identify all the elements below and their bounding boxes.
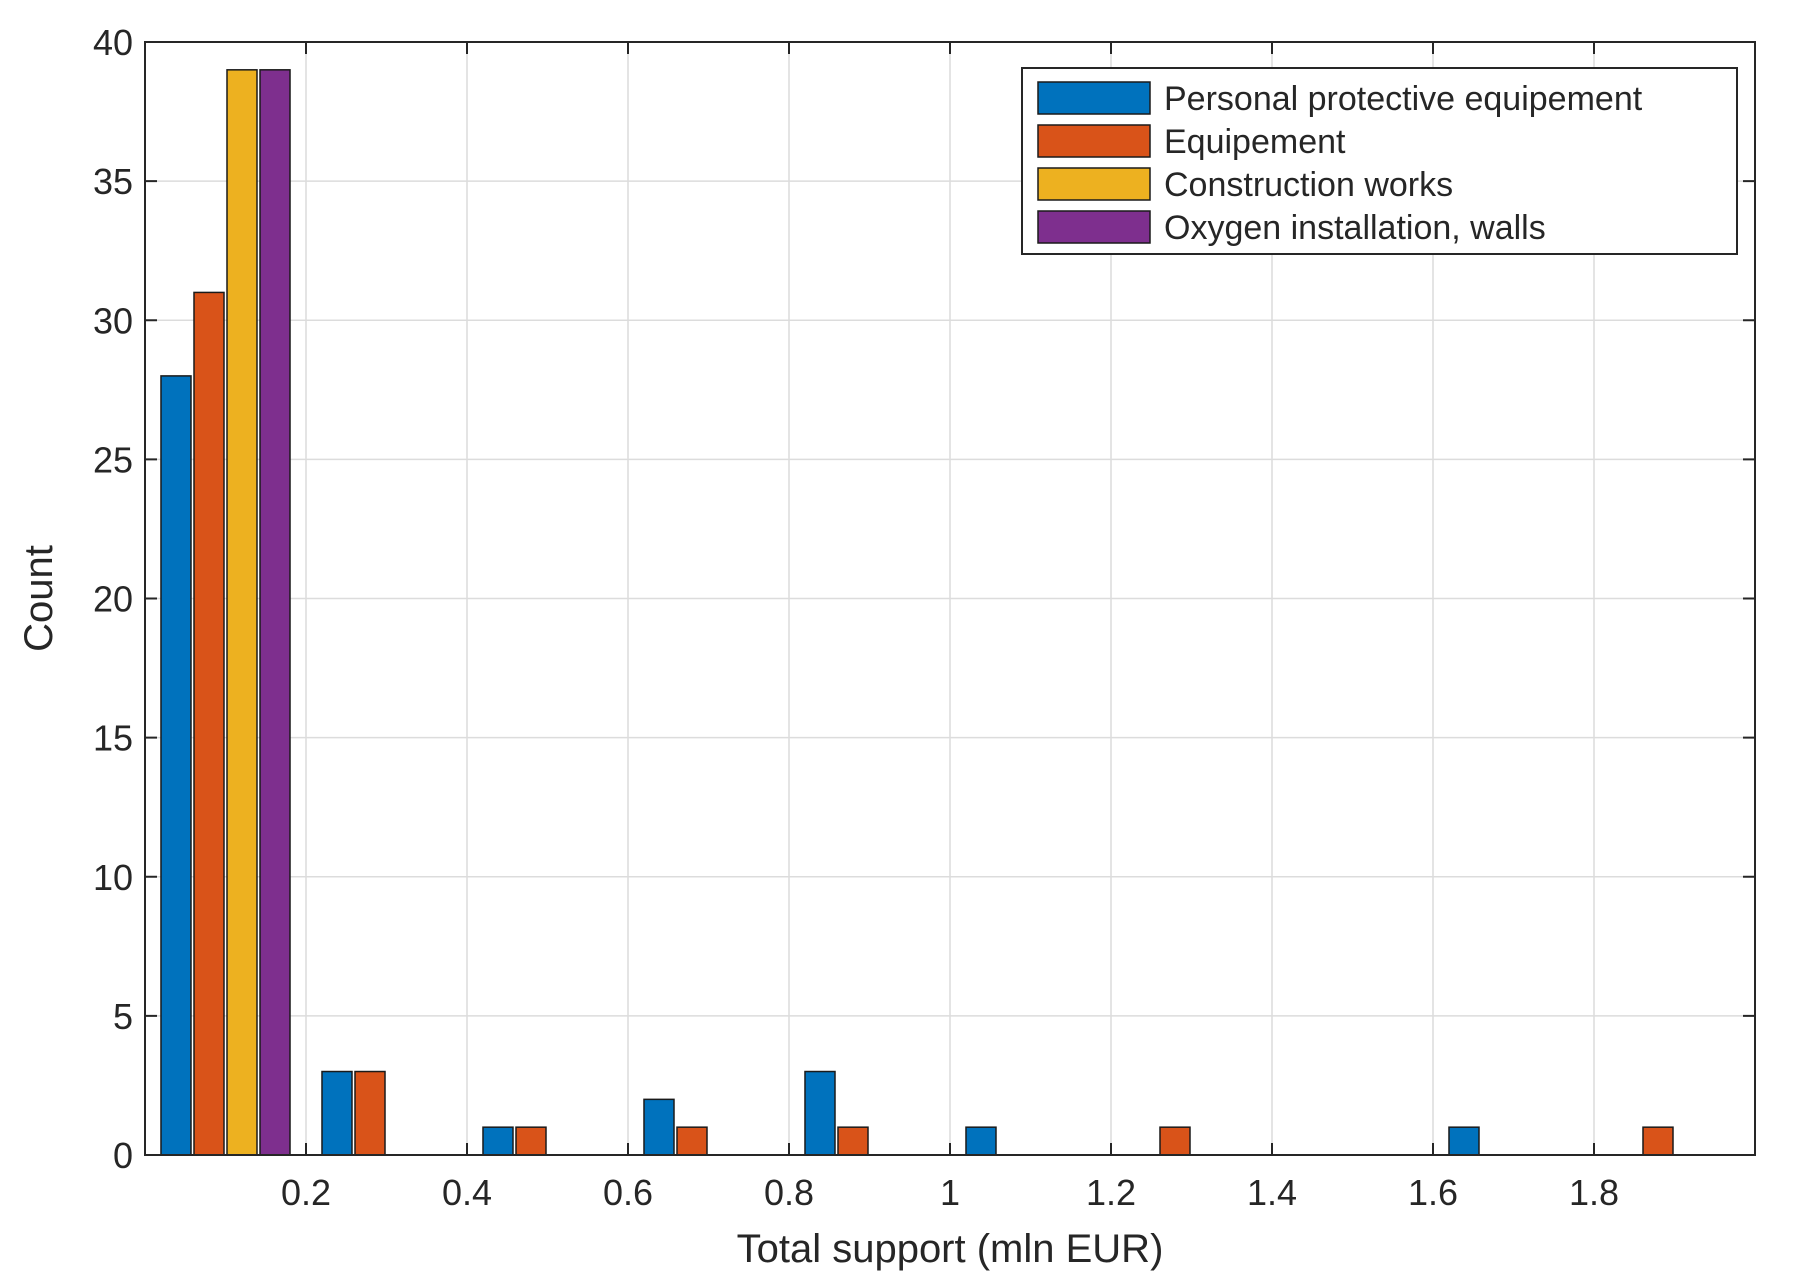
x-tick-label: 0.2: [281, 1172, 331, 1213]
y-tick-label: 25: [93, 439, 133, 480]
y-tick-label: 15: [93, 718, 133, 759]
y-tick-label: 5: [113, 996, 133, 1037]
x-tick-label: 0.4: [442, 1172, 492, 1213]
legend-swatch: [1037, 81, 1151, 115]
y-tick-label: 35: [93, 161, 133, 202]
bar: [804, 1070, 836, 1156]
y-tick-label: 20: [93, 579, 133, 620]
bar: [259, 69, 291, 1156]
bar: [160, 375, 192, 1156]
legend: Personal protective equipement Equipement…: [1021, 67, 1738, 255]
legend-label: Oxygen installation, walls: [1164, 209, 1546, 247]
bar: [676, 1126, 708, 1156]
axis-ticks: 0.2 0.4 0.6 0.8 1 1.2 1.4 1.6 1.8 0 5 10 15 20 25 30 35 4…: [93, 22, 1755, 1213]
bar: [837, 1126, 869, 1156]
bar: [226, 69, 258, 1156]
x-tick-label: 0.6: [603, 1172, 653, 1213]
x-tick-label: 1: [940, 1172, 960, 1213]
x-tick-label: 0.8: [764, 1172, 814, 1213]
bar: [1159, 1126, 1191, 1156]
legend-label: Personal protective equipement: [1164, 80, 1643, 118]
bar: [643, 1098, 675, 1156]
y-tick-label: 30: [93, 300, 133, 341]
legend-swatch: [1037, 210, 1151, 244]
x-tick-label: 1.8: [1569, 1172, 1619, 1213]
y-axis-title: Count: [17, 545, 61, 652]
bar: [965, 1126, 997, 1156]
x-tick-label: 1.2: [1086, 1172, 1136, 1213]
legend-swatch: [1037, 167, 1151, 201]
y-tick-label: 40: [93, 22, 133, 63]
x-tick-label: 1.6: [1408, 1172, 1458, 1213]
x-axis-title: Total support (mln EUR): [737, 1227, 1164, 1271]
bar: [482, 1126, 514, 1156]
y-tick-label: 10: [93, 857, 133, 898]
bar: [321, 1070, 353, 1156]
bars-group: [160, 69, 1674, 1156]
bar: [1642, 1126, 1674, 1156]
bar: [354, 1070, 386, 1156]
legend-label: Equipement: [1164, 123, 1346, 161]
bar: [1448, 1126, 1480, 1156]
legend-swatch: [1037, 124, 1151, 158]
y-tick-label: 0: [113, 1135, 133, 1176]
bar: [515, 1126, 547, 1156]
bar: [193, 291, 225, 1156]
x-tick-label: 1.4: [1247, 1172, 1297, 1213]
legend-label: Construction works: [1164, 166, 1453, 204]
